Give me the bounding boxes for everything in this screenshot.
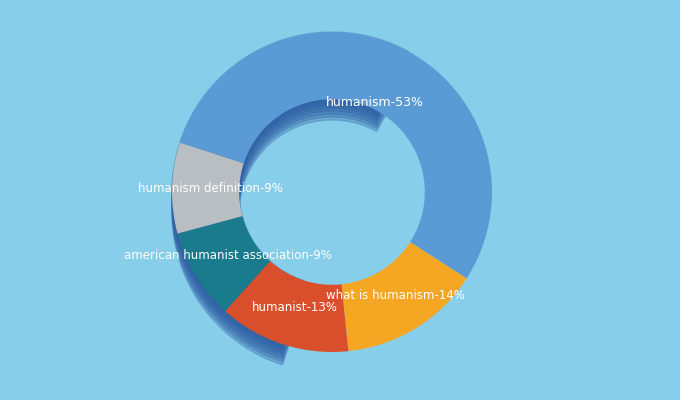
Text: humanism definition-9%: humanism definition-9%: [138, 182, 283, 195]
Wedge shape: [180, 32, 492, 278]
Wedge shape: [172, 142, 243, 234]
Text: humanism-53%: humanism-53%: [326, 96, 424, 109]
Wedge shape: [341, 242, 466, 351]
Wedge shape: [172, 41, 409, 353]
Wedge shape: [172, 53, 409, 365]
Text: what is humanism-14%: what is humanism-14%: [326, 289, 465, 302]
Text: humanist-13%: humanist-13%: [252, 301, 337, 314]
Wedge shape: [177, 216, 270, 311]
Wedge shape: [225, 261, 348, 352]
Wedge shape: [172, 50, 409, 362]
Wedge shape: [172, 44, 409, 356]
Wedge shape: [172, 38, 409, 350]
Text: american humanist association-9%: american humanist association-9%: [124, 249, 333, 262]
Wedge shape: [172, 47, 409, 359]
Wedge shape: [172, 35, 409, 347]
Wedge shape: [172, 32, 409, 344]
